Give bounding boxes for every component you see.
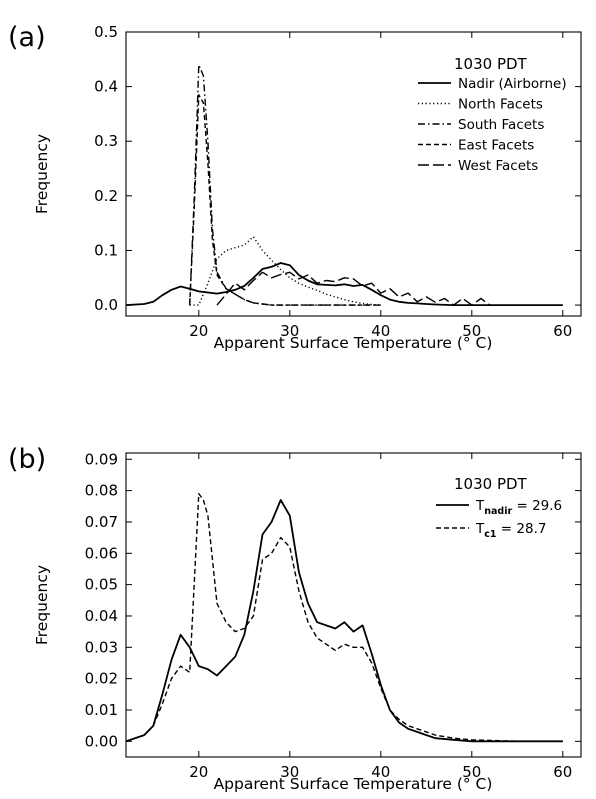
- x-tick-label: 50: [462, 322, 481, 340]
- y-tick-label: 0.07: [85, 513, 118, 531]
- series-line: [216, 271, 491, 306]
- chart-panel-b: (b) 20 30 40 50 60 0.00 0.01 0.02 0.03 0.04 0.05 0.…: [8, 444, 582, 793]
- x-tick-label: 20: [189, 763, 208, 781]
- x-tick-label: 60: [553, 322, 572, 340]
- y-tick-label: 0.06: [85, 544, 118, 562]
- y-tick-label: 0.03: [85, 638, 118, 656]
- y-tick-label: 0.02: [85, 670, 118, 688]
- legend-title-b: 1030 PDT: [454, 475, 528, 493]
- series-line: [189, 94, 381, 306]
- y-tick-label: 0.3: [94, 132, 118, 150]
- x-tick-label: 20: [189, 322, 208, 340]
- legend-label: West Facets: [458, 158, 538, 174]
- y-tick-label: 0.1: [94, 241, 118, 259]
- y-axis-title-b: Frequency: [33, 565, 51, 645]
- legend-label: North Facets: [458, 97, 543, 113]
- series-layer-b: [125, 493, 563, 743]
- legend-label: Tc1 = 28.7: [475, 521, 546, 540]
- y-tick-label: 0.04: [85, 607, 118, 625]
- plot-frame-b: [125, 452, 582, 758]
- y-tick-label: 0.4: [94, 78, 118, 96]
- y-tick-label: 0.01: [85, 701, 118, 719]
- panel-label-a: (a): [8, 22, 46, 53]
- legend-label: East Facets: [458, 138, 534, 154]
- series-line: [189, 64, 381, 306]
- y-tick-label: 0.08: [85, 482, 118, 500]
- series-line: [125, 262, 563, 307]
- series-layer-a: [125, 64, 563, 307]
- y-axis-title-a: Frequency: [33, 134, 51, 214]
- x-tick-label: 60: [553, 763, 572, 781]
- ticks-b: 20 30 40 50 60 0.00 0.01 0.02 0.03 0.04 0.05 0.06 0.…: [85, 450, 581, 781]
- series-line: [125, 493, 563, 742]
- x-axis-title-a: Apparent Surface Temperature (° C): [214, 334, 493, 352]
- panel-label-b: (b): [8, 444, 46, 475]
- y-tick-label: 0.09: [85, 450, 118, 468]
- x-axis-title-b: Apparent Surface Temperature (° C): [214, 775, 493, 793]
- chart-panel-a: (a) 20 30 40 50 60 0.0 0.1 0.2 0.3 0.4 0.5 1030 PD…: [8, 22, 582, 352]
- legend-b: 1030 PDT Tnadir = 29.6 Tc1 = 28.7: [436, 475, 562, 540]
- x-tick-label: 30: [280, 322, 299, 340]
- legend-label: South Facets: [458, 117, 544, 133]
- x-tick-label: 40: [371, 763, 390, 781]
- legend-label: Nadir (Airborne): [458, 76, 567, 92]
- legend-a: 1030 PDT Nadir (Airborne) North Facets Sou…: [418, 55, 567, 174]
- plot-frame-a: [125, 31, 582, 317]
- x-tick-label: 30: [280, 763, 299, 781]
- y-tick-label: 0.5: [94, 23, 118, 41]
- y-tick-label: 0.00: [85, 732, 118, 750]
- legend-title-a: 1030 PDT: [454, 55, 528, 73]
- y-tick-label: 0.05: [85, 576, 118, 594]
- x-tick-label: 50: [462, 763, 481, 781]
- ticks-a: 20 30 40 50 60 0.0 0.1 0.2 0.3 0.4 0.5: [94, 23, 581, 340]
- x-tick-label: 40: [371, 322, 390, 340]
- y-tick-label: 0.2: [94, 187, 118, 205]
- series-line: [189, 236, 381, 306]
- legend-label: Tnadir = 29.6: [475, 498, 562, 517]
- y-tick-label: 0.0: [94, 296, 118, 314]
